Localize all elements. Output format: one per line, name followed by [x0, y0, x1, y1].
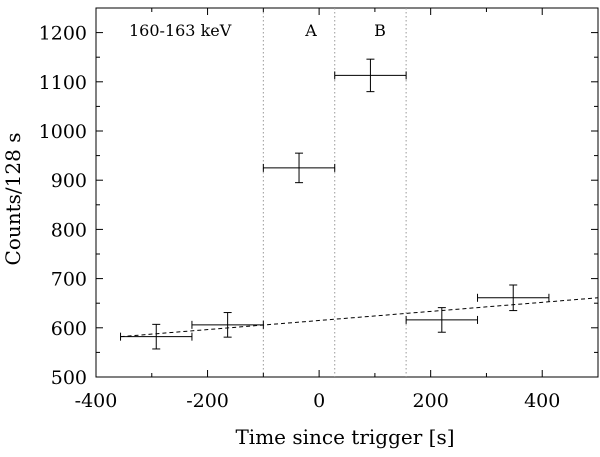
y-tick-label: 800	[51, 219, 87, 241]
y-tick-label: 600	[51, 318, 87, 340]
y-axis-title: Counts/128 s	[1, 133, 25, 266]
region-b-label: B	[374, 21, 386, 40]
x-axis-title: Time since trigger [s]	[235, 425, 454, 449]
y-tick-label: 900	[51, 170, 87, 192]
data-point-4	[405, 307, 479, 333]
y-tick-label: 500	[51, 367, 87, 389]
data-point-2	[262, 152, 336, 184]
y-tick-label: 1200	[39, 23, 87, 45]
energy-band-label: 160-163 keV	[129, 21, 232, 40]
data-point-0	[120, 323, 193, 350]
region-a-label: A	[304, 21, 317, 40]
data-point-3	[334, 58, 407, 93]
y-tick-label: 1100	[39, 72, 87, 94]
x-tick-label: -200	[186, 390, 229, 412]
x-tick-label: 0	[313, 390, 325, 412]
tick-labels: -400 -200 0 200 400 500 600 700 800 900 1000 1100 12…	[39, 23, 561, 412]
y-tick-label: 1000	[39, 121, 87, 143]
plot-frame	[95, 7, 599, 378]
data-point-5	[477, 284, 550, 312]
fit-line	[120, 297, 599, 338]
x-tick-label: 400	[524, 390, 560, 412]
background-fit	[120, 297, 599, 338]
x-tick-label: -400	[75, 390, 118, 412]
y-tick-label: 700	[51, 269, 87, 291]
region-boundaries	[262, 8, 407, 377]
axis-ticks	[95, 7, 599, 378]
data-points	[120, 58, 550, 350]
x-tick-label: 200	[413, 390, 449, 412]
data-point-1	[191, 312, 264, 338]
